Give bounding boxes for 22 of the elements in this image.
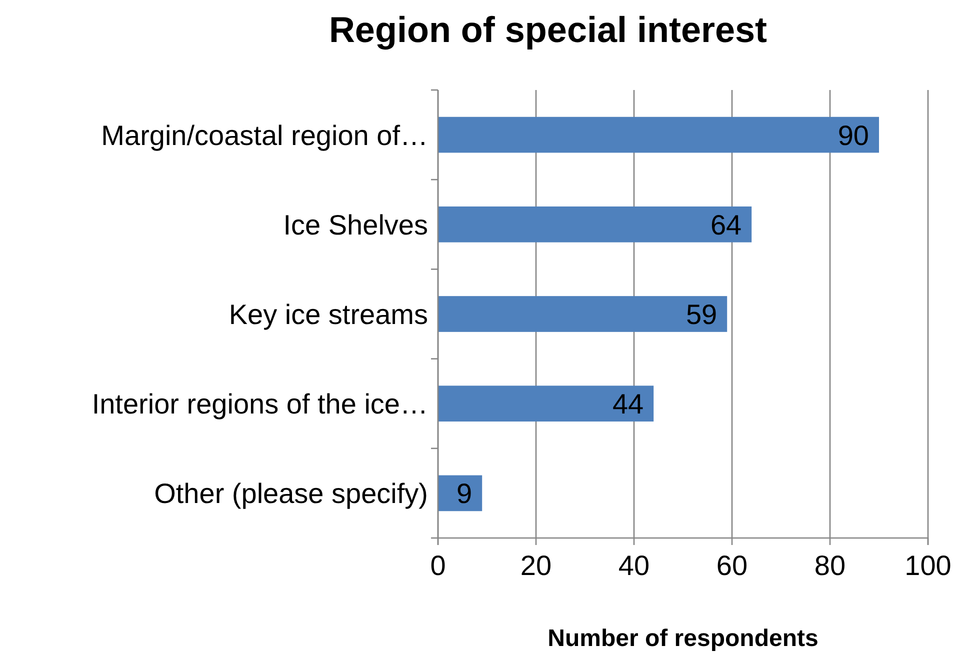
y-tick-label: Other (please specify) bbox=[154, 478, 428, 510]
x-tick-label: 100 bbox=[904, 550, 952, 581]
bar bbox=[438, 386, 654, 422]
bar bbox=[438, 206, 752, 242]
y-tick-label: Key ice streams bbox=[228, 299, 428, 330]
data-label: 64 bbox=[710, 209, 742, 240]
data-label: 59 bbox=[686, 299, 718, 330]
x-tick-label: 40 bbox=[618, 550, 650, 581]
x-axis-title: Number of respondents bbox=[548, 625, 818, 652]
x-tick-label: 60 bbox=[716, 550, 748, 581]
x-tick-label: 20 bbox=[520, 550, 552, 581]
bar bbox=[438, 116, 879, 153]
chart-title: Region of special interest bbox=[328, 9, 768, 50]
data-label: 90 bbox=[838, 120, 869, 151]
data-label: 44 bbox=[612, 388, 644, 420]
y-tick-label: Margin/coastal region of… bbox=[101, 120, 428, 151]
y-tick-label: Ice Shelves bbox=[283, 209, 428, 240]
data-label: 9 bbox=[456, 478, 472, 510]
x-tick-label: 0 bbox=[430, 550, 446, 581]
y-tick-label: Interior regions of the ice… bbox=[92, 388, 428, 420]
bar bbox=[438, 296, 728, 332]
x-tick-label: 80 bbox=[814, 550, 846, 581]
